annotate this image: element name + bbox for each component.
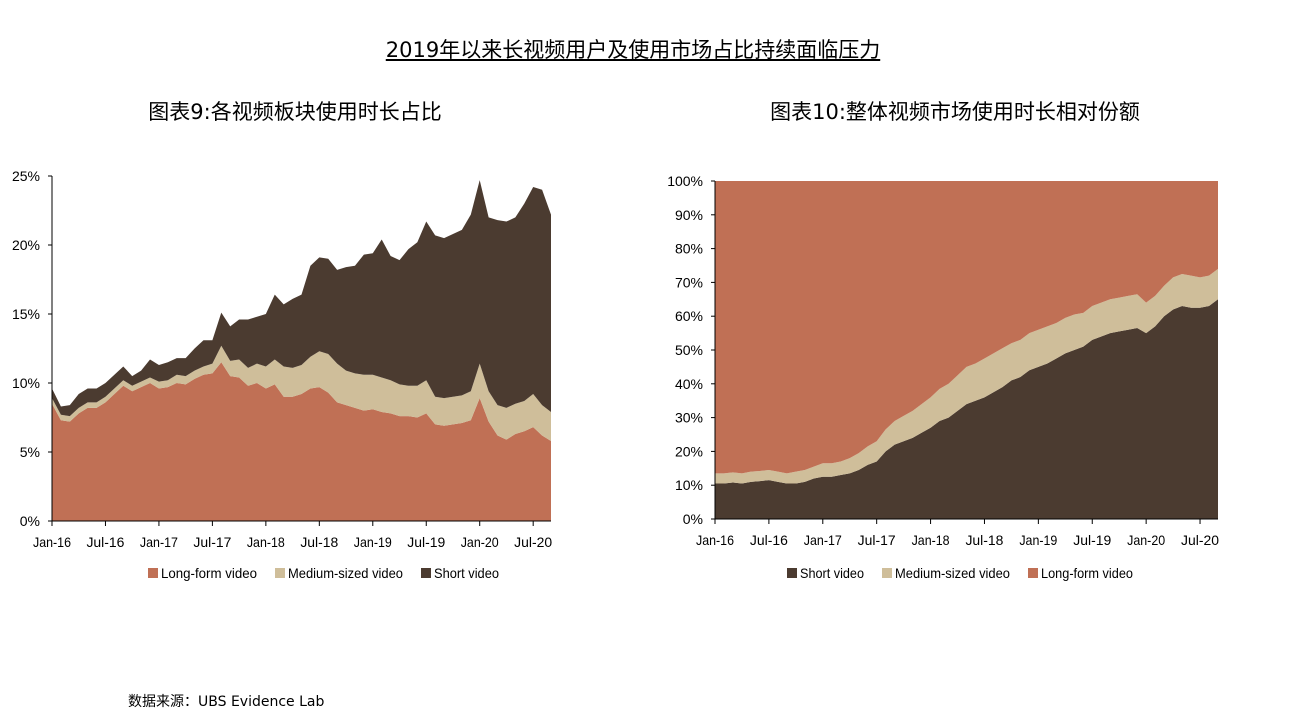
area-series-2 (715, 181, 1218, 474)
y-tick-label: 15% (12, 306, 40, 322)
legend-label-2: Long-form video (1041, 565, 1133, 581)
area-series-0 (52, 362, 551, 521)
x-tick-label: Jul-17 (193, 534, 231, 550)
y-tick-label: 25% (12, 168, 40, 184)
y-tick-label: 10% (12, 375, 40, 391)
legend-label-0: Short video (800, 565, 864, 581)
x-tick-label: Jul-20 (514, 534, 552, 550)
y-tick-label: 40% (675, 376, 703, 392)
area-series-2 (52, 180, 551, 417)
x-tick-label: Jul-20 (1181, 532, 1219, 548)
legend-label-0: Long-form video (161, 565, 257, 581)
area-series-0 (715, 299, 1218, 519)
x-tick-label: Jan-17 (140, 534, 178, 550)
x-tick-label: Jul-18 (965, 532, 1003, 548)
legend-swatch-1 (275, 568, 285, 578)
x-tick-label: Jul-19 (407, 534, 445, 550)
y-tick-label: 100% (667, 173, 703, 189)
y-tick-label: 5% (20, 444, 40, 460)
x-tick-label: Jan-16 (33, 534, 71, 550)
legend-swatch-2 (421, 568, 431, 578)
legend-swatch-0 (787, 568, 797, 578)
legend: Long-form video Medium-sized video Short v… (148, 565, 499, 581)
x-tick-label: Jan-20 (1127, 532, 1165, 548)
x-tick-label: Jul-18 (300, 534, 338, 550)
y-tick-label: 20% (675, 443, 703, 459)
x-tick-label: Jul-19 (1073, 532, 1111, 548)
x-tick-label: Jan-19 (354, 534, 392, 550)
x-tick-label: Jan-16 (696, 532, 734, 548)
legend: Short video Medium-sized video Long-form v… (787, 565, 1133, 581)
x-tick-label: Jan-19 (1019, 532, 1057, 548)
x-tick-label: Jan-18 (247, 534, 285, 550)
x-tick-label: Jul-17 (858, 532, 896, 548)
chart-title-right: 图表10:整体视频市场使用时长相对份额 (770, 100, 1140, 124)
y-tick-label: 70% (675, 274, 703, 290)
page-title: 2019年以来长视频用户及使用市场占比持续面临压力 (385, 38, 881, 62)
legend-swatch-1 (882, 568, 892, 578)
x-tick-label: Jan-17 (804, 532, 842, 548)
y-tick-label: 20% (12, 237, 40, 253)
legend-label-1: Medium-sized video (288, 565, 403, 581)
y-tick-label: 30% (675, 410, 703, 426)
x-tick-label: Jan-18 (912, 532, 950, 548)
chart-title-left: 图表9:各视频板块使用时长占比 (148, 100, 442, 124)
area-series-1 (715, 268, 1218, 484)
y-tick-label: 80% (675, 241, 703, 257)
y-tick-label: 90% (675, 207, 703, 223)
legend-label-2: Short video (434, 565, 499, 581)
source-note: 数据来源：UBS Evidence Lab (128, 694, 325, 710)
legend-swatch-0 (148, 568, 158, 578)
x-tick-label: Jul-16 (750, 532, 788, 548)
legend-label-1: Medium-sized video (895, 565, 1010, 581)
x-tick-label: Jul-16 (86, 534, 124, 550)
x-tick-label: Jan-20 (461, 534, 499, 550)
y-tick-label: 60% (675, 308, 703, 324)
y-tick-label: 50% (675, 342, 703, 358)
area-series-1 (52, 345, 551, 441)
y-tick-label: 0% (683, 511, 703, 527)
legend-swatch-2 (1028, 568, 1038, 578)
y-tick-label: 10% (675, 477, 703, 493)
y-tick-label: 0% (20, 513, 40, 529)
